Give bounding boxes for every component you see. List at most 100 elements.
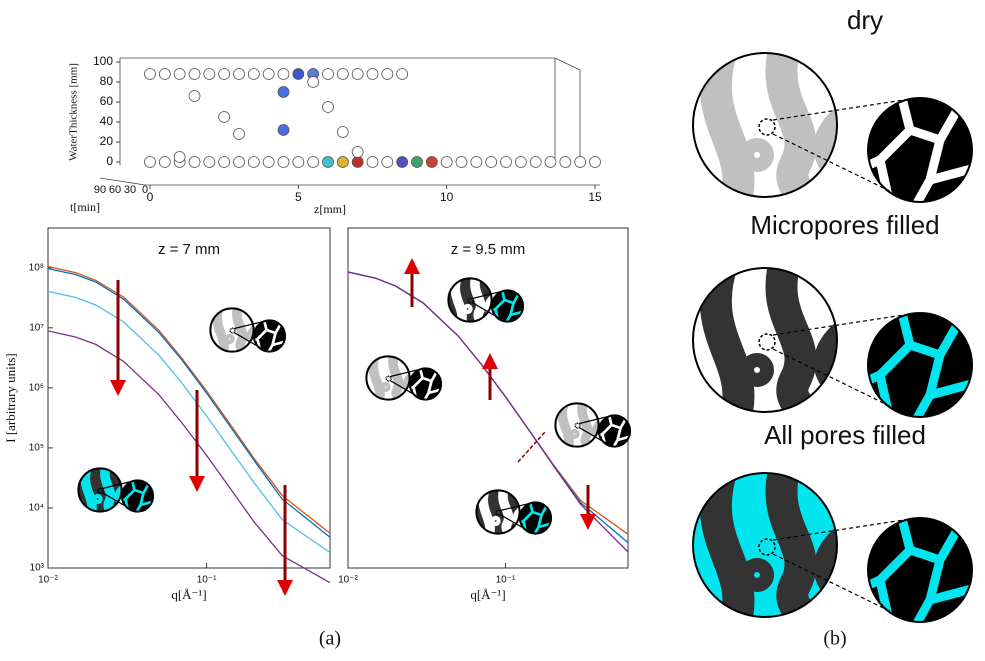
state-label: Micropores filled [750,210,939,240]
clip-group [75,465,126,516]
y-tick-label: 20 [100,134,114,148]
data-point [145,69,156,80]
data-point [412,157,423,168]
structure-icon [75,465,126,516]
data-point [278,87,289,98]
data-point [234,129,245,140]
x-axis-label: q[Å⁻¹] [470,587,505,602]
x-tick-label: 10⁻² [338,575,358,586]
t-tick-label: 60 [109,184,121,196]
t-tick-label: 0 [142,184,148,196]
data-point [397,69,408,80]
data-point [308,157,319,168]
zoom-icon [858,510,975,632]
data-point [219,112,230,123]
data-point [486,157,497,168]
data-point [248,69,259,80]
data-point [293,69,304,80]
y-tick-label: 100 [93,54,113,68]
y-tick-label: 10⁵ [29,443,44,454]
data-point [530,157,541,168]
x-tick-label: 5 [295,190,302,204]
panel-label: (a) [319,628,341,650]
data-point [590,157,601,168]
data-point [352,69,363,80]
data-point [441,157,452,168]
diagram-icons [75,40,976,632]
structure-icon [445,275,496,326]
data-point [189,157,200,168]
data-point [471,157,482,168]
data-point [234,157,245,168]
data-point [204,69,215,80]
y-axis-label: WaterThickness [mm] [68,63,80,161]
data-point [174,69,185,80]
y-tick-label: 10⁴ [29,503,44,514]
chart-title: z = 9.5 mm [451,241,526,258]
data-point [575,157,586,168]
structure-icon [473,487,524,538]
state-label: dry [847,5,883,35]
t-tick-label: 30 [124,184,136,196]
data-point [278,157,289,168]
data-point [204,157,215,168]
y-tick-label: 0 [106,154,113,168]
plot-frame [48,228,330,568]
data-point [382,69,393,80]
data-point [545,157,556,168]
t-axis-label: t[min] [70,200,100,214]
x-tick-label: 10⁻¹ [496,575,516,586]
x-tick-label: 10⁻¹ [197,575,217,586]
data-point [323,69,334,80]
data-point [263,69,274,80]
data-point [189,69,200,80]
data-line [48,291,330,552]
y-tick-label: 40 [100,114,114,128]
chart-title: z = 7 mm [158,241,220,258]
data-point [159,69,170,80]
data-point [337,69,348,80]
clip-group [858,90,975,212]
data-point [352,157,363,168]
data-point [159,157,170,168]
clip-group [858,510,975,632]
y-tick-label: 80 [100,74,114,88]
clip-group [363,353,414,404]
y-tick-label: 10⁶ [29,383,44,394]
data-point [293,157,304,168]
clip-group [680,460,850,630]
clip-group [207,305,258,356]
clip-group [680,255,850,425]
data-point [382,157,393,168]
data-point [352,147,363,158]
structure-icon [680,255,850,425]
data-point [515,157,526,168]
structure-icon [207,305,258,356]
data-point [337,127,348,138]
clip-group [445,275,496,326]
data-point [337,157,348,168]
clip-group [680,40,850,210]
state-label: All pores filled [764,420,926,450]
structure-icon [363,353,414,404]
data-point [145,157,156,168]
x-tick-label: 10 [440,190,454,204]
data-point [323,102,334,113]
data-point [367,157,378,168]
data-point [560,157,571,168]
data-point [397,157,408,168]
x-axis-label: z[mm] [314,202,346,216]
y-axis-label: I [arbitrary units] [3,353,18,443]
structure-icon [680,40,850,210]
structure-icon [680,460,850,630]
clip-group [473,487,524,538]
data-point [219,69,230,80]
clip-group [858,305,975,427]
y-tick-label: 10³ [30,563,45,574]
y-tick-label: 10⁸ [29,262,44,273]
data-point [278,125,289,136]
data-point [426,157,437,168]
y-tick-label: 10⁷ [29,322,44,333]
data-point [367,69,378,80]
zoom-icon [858,305,975,427]
